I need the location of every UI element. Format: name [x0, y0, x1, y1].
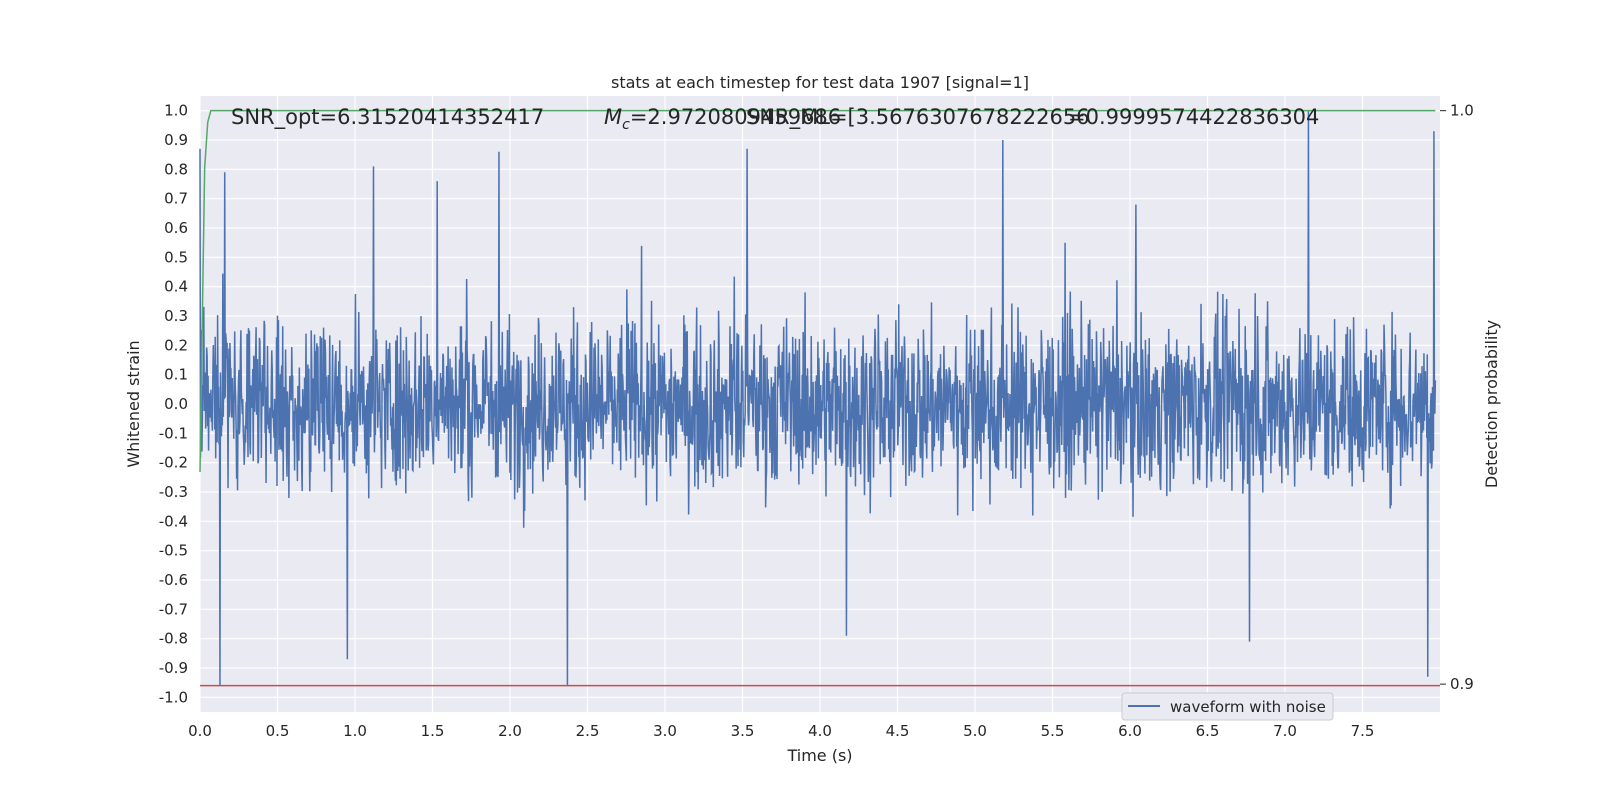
annotation-snr-ml: SNR_ML=[3.5676307678222656	[746, 105, 1090, 130]
chart-title: stats at each timestep for test data 190…	[611, 73, 1029, 92]
x-tick-label: 4.0	[808, 722, 832, 740]
y-axis-label: Whitened strain	[124, 340, 143, 467]
waveform-with-noise-line	[199, 110, 1437, 686]
x-tick-label: 0.5	[266, 722, 290, 740]
x-tick-label: 5.5	[1041, 722, 1065, 740]
annotation-snr-opt: SNR_opt=6.31520414352417	[231, 105, 544, 130]
x-tick-label: 4.5	[886, 722, 910, 740]
y-tick-label: -0.4	[159, 512, 188, 530]
legend-label-waveform: waveform with noise	[1170, 698, 1326, 716]
y-tick-label: 0.4	[164, 278, 188, 296]
detection-probability-line	[199, 109, 1436, 472]
x-tick-label: 3.5	[731, 722, 755, 740]
annotation-chirp-mass: Mc=2.9720809459686	[604, 105, 841, 133]
x-axis-label: Time (s)	[786, 746, 852, 765]
annotation-mc-symbol: M	[604, 105, 622, 129]
y-tick-label: 0.1	[164, 366, 188, 384]
y-tick-label: 0.9	[164, 131, 188, 149]
y-tick-label: -0.8	[159, 630, 188, 648]
y2-tick-label: 1.0	[1450, 102, 1474, 120]
y-tick-label: -1.0	[159, 688, 188, 706]
y-tick-label: 0.0	[164, 395, 188, 413]
annotation-mc-sub: c	[622, 117, 630, 133]
y2-axis-ticks: 1.0 0.9	[1440, 102, 1474, 693]
y-tick-label: 0.8	[164, 160, 188, 178]
y-tick-label: -0.1	[159, 424, 188, 442]
x-tick-label: 6.0	[1118, 722, 1142, 740]
y-tick-label: -0.6	[159, 571, 188, 589]
x-tick-label: 7.0	[1273, 722, 1297, 740]
legend: waveform with noise	[1121, 692, 1334, 721]
y-tick-label: 0.5	[164, 248, 188, 266]
y-tick-label: -0.2	[159, 454, 188, 472]
legend-box	[1121, 692, 1334, 721]
x-tick-label: 5.0	[963, 722, 987, 740]
y-tick-label: 0.2	[164, 336, 188, 354]
x-axis-ticks: 0.0 0.5 1.0 1.5 2.0 2.5 3.0 3.5 4.0 4.5 5.0 5.5 6.0 6…	[188, 722, 1374, 740]
y2-tick-label: 0.9	[1450, 675, 1474, 693]
x-tick-label: 1.5	[421, 722, 445, 740]
y2-axis-label: Detection probability	[1482, 320, 1501, 488]
y-tick-label: 0.7	[164, 190, 188, 208]
x-tick-label: 1.0	[343, 722, 367, 740]
y-tick-label: 0.6	[164, 219, 188, 237]
x-tick-label: 6.5	[1196, 722, 1220, 740]
y-tick-label: -0.3	[159, 483, 188, 501]
y-tick-label: -0.5	[159, 542, 188, 560]
x-tick-label: 3.0	[653, 722, 677, 740]
y-tick-label: 0.3	[164, 307, 188, 325]
annotation-probability: =0.9999574422836304	[1068, 105, 1319, 129]
x-tick-label: 0.0	[188, 722, 212, 740]
annotation-mc-value: =2.9720809459686	[630, 105, 841, 129]
x-tick-label: 2.5	[576, 722, 600, 740]
y-tick-label: 1.0	[164, 102, 188, 120]
y-tick-label: -0.7	[159, 600, 188, 618]
x-tick-label: 7.5	[1351, 722, 1375, 740]
y-tick-label: -0.9	[159, 659, 188, 677]
x-tick-label: 2.0	[498, 722, 522, 740]
y-axis-ticks: 1.0 0.9 0.8 0.7 0.6 0.5 0.4 0.3 0.2 0.1 0.0 -0.1 -0.…	[159, 102, 188, 707]
plot-area	[199, 109, 1440, 687]
